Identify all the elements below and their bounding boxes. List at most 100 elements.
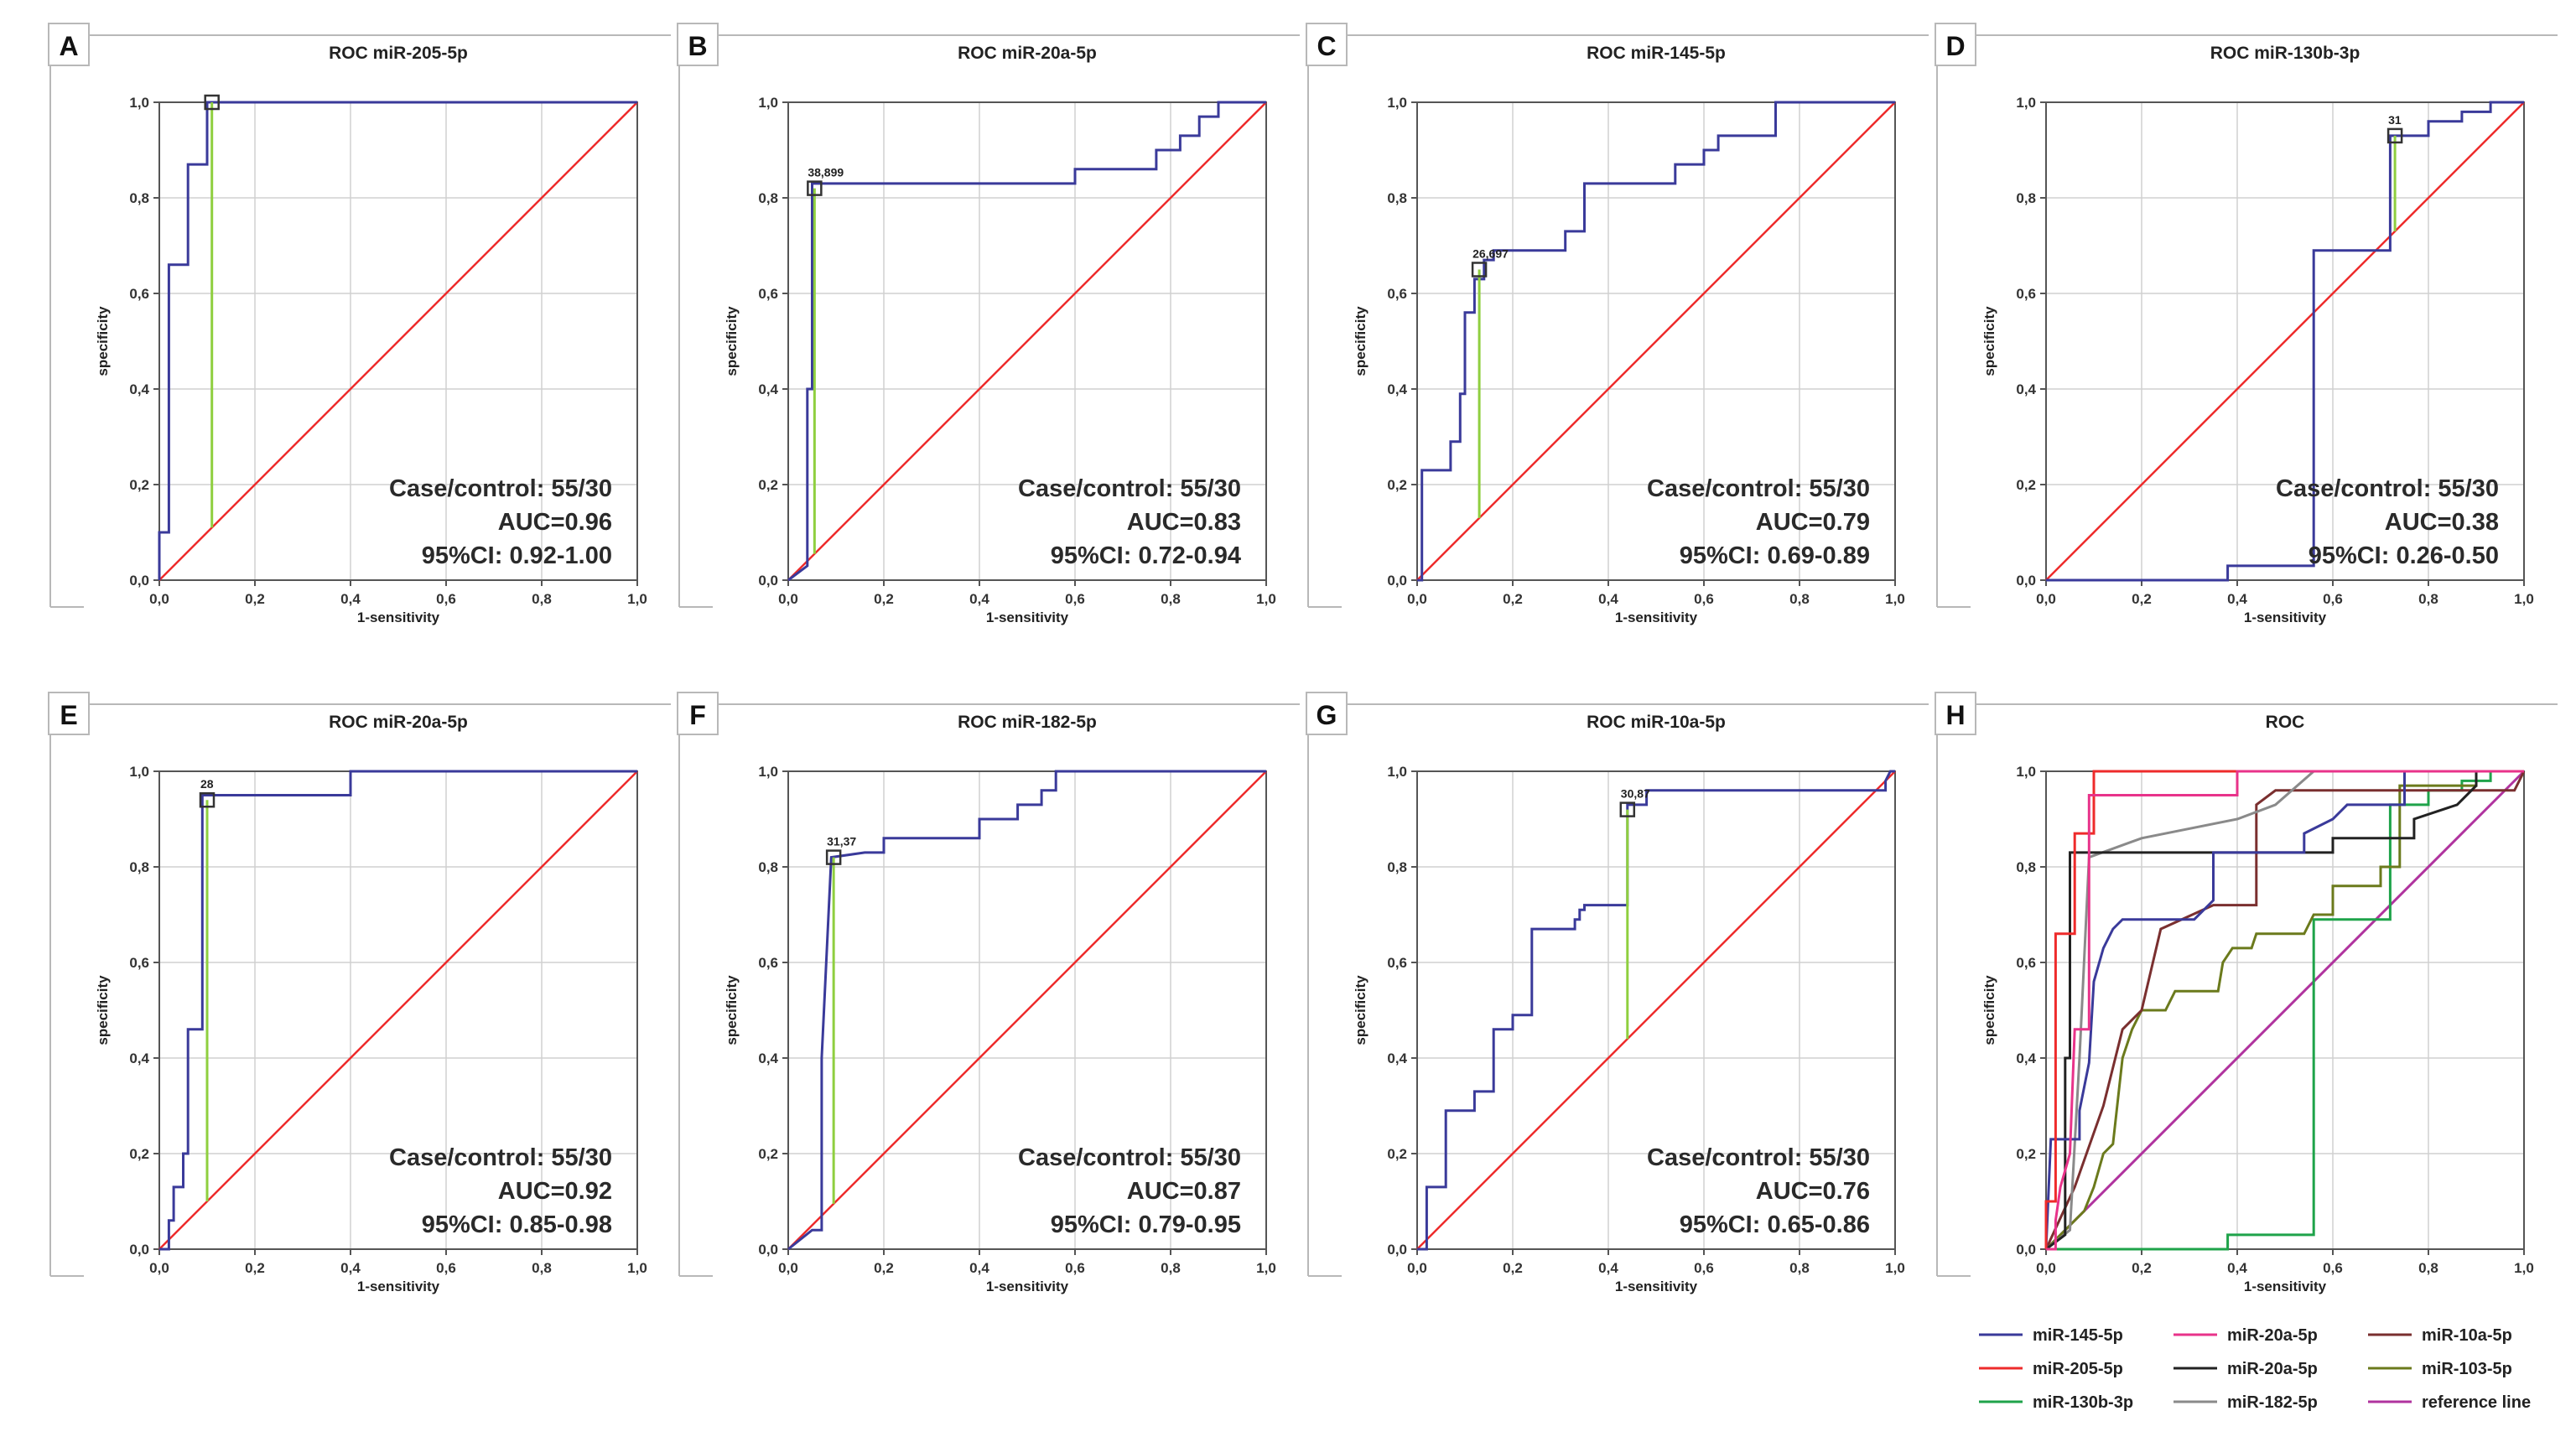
panel-h: H ROC 0,0 0,2 0,4 0,6 0,8 1,0 0,0 0,2 0,4 0,6 0,8 1,0… (1935, 692, 2558, 1294)
case-control-text: Case/control: 55/30 (1018, 475, 1241, 502)
x-tick-label: 0,2 (2132, 591, 2152, 607)
ci-text: 95%CI: 0.85-0.98 (422, 1211, 612, 1238)
auc-text: AUC=0.87 (1127, 1178, 1241, 1205)
legend: miR-145-5p miR-205-5p miR-130b-3p miR-20a-5… (1979, 1326, 2531, 1412)
series-line (2045, 770, 2524, 1251)
cutoff-marker (204, 94, 220, 111)
cutoff-label: 26,697 (1472, 247, 1509, 261)
y-tick-label: 0,6 (1387, 955, 1407, 971)
panel-letter-box (1306, 23, 1348, 66)
cutoff-marker (2386, 127, 2403, 144)
panel-letter: E (60, 700, 77, 730)
panel-letter: F (689, 700, 706, 730)
plot-frame (2045, 101, 2525, 581)
auc-text: AUC=0.83 (1127, 509, 1241, 536)
x-tick-label: 0,8 (1789, 1260, 1810, 1276)
x-tick-label: 0,8 (532, 1260, 552, 1276)
panel-e: E ROC miR-20a-5p 0,0 0,2 0,4 0,6 0,8 1,0 0,0 0,2 0… (48, 692, 671, 1294)
y-tick-label: 0,8 (1387, 859, 1407, 875)
panel-letter: G (1317, 700, 1337, 730)
x-tick-label: 0,4 (969, 591, 989, 607)
reference-line (2045, 101, 2525, 581)
y-tick-label: 0,4 (129, 381, 149, 397)
roc-curve (159, 770, 637, 1251)
reference-line (787, 101, 1267, 581)
y-tick-label: 0,2 (758, 477, 778, 493)
x-tick-label: 0,2 (1503, 591, 1523, 607)
y-axis-label: specificity (1981, 975, 1997, 1045)
cutoff-label: 31,37 (827, 835, 856, 848)
y-tick-label: 0,4 (1387, 1050, 1407, 1066)
y-tick-label: 1,0 (2016, 764, 2036, 780)
panel-letter: A (59, 31, 78, 61)
y-tick-label: 0,0 (2016, 573, 2036, 589)
x-tick-label: 1,0 (1256, 591, 1276, 607)
panel-title: ROC miR-205-5p (329, 44, 468, 63)
y-tick-label: 0,4 (2016, 381, 2036, 397)
panel-title: ROC miR-182-5p (958, 713, 1097, 732)
panel-letter-box (1306, 692, 1348, 735)
plot-frame (1416, 101, 1896, 581)
panel-letter-box (677, 692, 719, 735)
x-tick-label: 0,4 (1598, 1260, 1618, 1276)
auc-text: AUC=0.76 (1756, 1178, 1870, 1205)
y-tick-label: 0,6 (758, 286, 778, 302)
reference-line (1416, 101, 1896, 581)
plot-frame (787, 101, 1267, 581)
y-tick-label: 0,6 (2016, 955, 2036, 971)
panel-letter: H (1945, 700, 1965, 730)
x-tick-label: 0,4 (969, 1260, 989, 1276)
cutoff-label: 28 (200, 777, 214, 791)
ci-text: 95%CI: 0.92-1.00 (422, 542, 612, 569)
series-line (2044, 770, 2524, 1249)
x-tick-label: 0,6 (1694, 591, 1714, 607)
y-tick-label: 1,0 (1387, 95, 1407, 111)
panel-b: B ROC miR-20a-5p 0,0 0,2 0,4 0,6 0,8 1,0 0,0 0,2 0… (677, 23, 1300, 625)
x-axis-label: 1-sensitivity (2244, 1279, 2327, 1294)
panel-a: A ROC miR-205-5p 0,0 0,2 0,4 0,6 0,8 1,0 0,0 0,2 0… (48, 23, 671, 625)
panel-title: ROC miR-145-5p (1587, 44, 1726, 63)
x-tick-label: 0,2 (245, 591, 265, 607)
ci-text: 95%CI: 0.72-0.94 (1051, 542, 1241, 569)
panel-title: ROC miR-20a-5p (958, 44, 1097, 63)
plot-frame (787, 770, 1267, 1250)
panel-letter-box (48, 23, 90, 66)
x-tick-label: 0,0 (149, 591, 169, 607)
x-axis-label: 1-sensitivity (986, 1279, 1069, 1294)
y-tick-label: 0,6 (129, 955, 149, 971)
y-tick-label: 0,2 (129, 477, 149, 493)
x-tick-label: 0,6 (1065, 591, 1085, 607)
panel-c: C ROC miR-145-5p 0,0 0,2 0,4 0,6 0,8 1,0 0,0 0,2 0… (1306, 23, 1929, 625)
y-tick-label: 0,2 (129, 1146, 149, 1162)
y-tick-label: 0,6 (1387, 286, 1407, 302)
y-tick-label: 1,0 (129, 95, 149, 111)
y-tick-label: 0,0 (129, 1242, 149, 1258)
x-tick-label: 0,2 (874, 1260, 894, 1276)
y-tick-label: 0,0 (758, 573, 778, 589)
panel-f: F ROC miR-182-5p 0,0 0,2 0,4 0,6 0,8 1,0 0,0 0,2 0… (677, 692, 1300, 1294)
cutoff-label: 31 (2388, 113, 2402, 127)
y-tick-label: 1,0 (129, 764, 149, 780)
y-tick-label: 0,2 (2016, 477, 2036, 493)
legend-label: miR-10a-5p (2422, 1326, 2512, 1345)
roc-curve (787, 101, 1266, 582)
x-tick-label: 0,6 (1065, 1260, 1085, 1276)
x-tick-label: 0,6 (2323, 591, 2343, 607)
x-axis-label: 1-sensitivity (357, 609, 440, 625)
x-tick-label: 0,2 (245, 1260, 265, 1276)
x-tick-label: 0,2 (1503, 1260, 1523, 1276)
series-line (2044, 770, 2526, 1251)
ci-text: 95%CI: 0.79-0.95 (1051, 1211, 1241, 1238)
panel-title: ROC miR-20a-5p (329, 713, 468, 732)
y-tick-label: 0,2 (2016, 1146, 2036, 1162)
x-tick-label: 0,0 (2036, 1260, 2056, 1276)
cutoff-label: 38,899 (808, 166, 844, 179)
x-tick-label: 0,0 (1407, 1260, 1427, 1276)
legend-label: miR-103-5p (2422, 1360, 2512, 1378)
y-tick-label: 0,6 (2016, 286, 2036, 302)
ci-text: 95%CI: 0.69-0.89 (1680, 542, 1870, 569)
y-tick-label: 0,4 (1387, 381, 1407, 397)
roc-curve (1417, 770, 1895, 1251)
x-tick-label: 0,2 (874, 591, 894, 607)
